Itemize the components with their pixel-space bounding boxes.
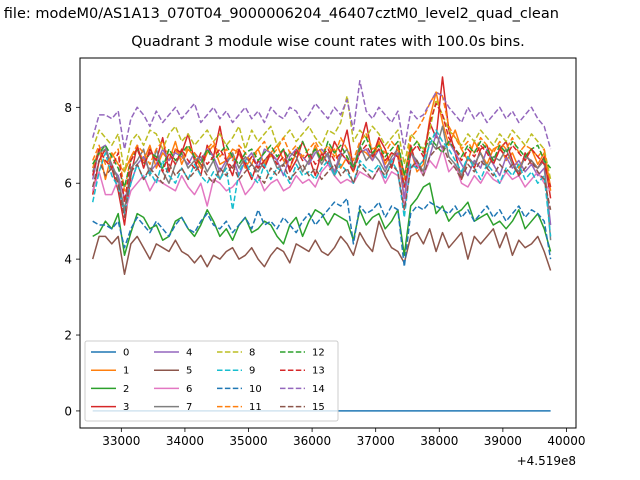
series-line-2	[92, 182, 552, 257]
series-line-14	[91, 80, 552, 150]
x-offset-label: +4.519e8	[517, 454, 576, 468]
series-layer	[91, 76, 552, 412]
series-line-8	[91, 95, 552, 180]
series-line-5	[91, 220, 552, 276]
series-line-7	[91, 125, 552, 241]
legend-label-15: 15	[312, 402, 325, 413]
legend-label-14: 14	[312, 384, 325, 395]
page-title: n file: modeM0/AS1A13_070T04_9000006204_…	[0, 6, 559, 22]
x-tick-label: 33000	[102, 434, 140, 448]
legend-label-0: 0	[123, 348, 129, 359]
y-tick-label: 4	[64, 253, 72, 267]
legend-label-2: 2	[123, 384, 129, 395]
x-tick-label: 37000	[357, 434, 395, 448]
x-tick-label: 36000	[293, 434, 331, 448]
x-tick-label: 35000	[229, 434, 267, 448]
series-line-12	[92, 136, 552, 188]
legend-label-5: 5	[186, 366, 192, 377]
series-line-15	[91, 144, 552, 219]
x-tick-label: 34000	[166, 434, 204, 448]
legend-frame	[84, 340, 339, 422]
legend-label-8: 8	[249, 348, 255, 359]
axes-layer: 33000 34000 35000 36000 37000 38000 39000 40000…	[64, 101, 585, 448]
series-line-11	[92, 91, 552, 192]
y-tick-label: 6	[64, 177, 72, 191]
legend-label-10: 10	[249, 384, 262, 395]
legend-label-7: 7	[186, 402, 192, 413]
chart-title: Quadrant 3 module wise count rates with …	[131, 34, 525, 50]
legend-label-13: 13	[312, 366, 325, 377]
plot-area	[79, 57, 577, 429]
x-tick-label: 40000	[547, 434, 585, 448]
legend-label-11: 11	[249, 402, 262, 413]
legend-label-9: 9	[249, 366, 255, 377]
legend-label-4: 4	[186, 348, 192, 359]
legend-label-3: 3	[123, 402, 129, 413]
series-line-13	[91, 102, 552, 203]
y-tick-label: 8	[64, 101, 72, 115]
series-line-4	[91, 133, 552, 226]
series-line-6	[91, 148, 552, 215]
y-tick-label: 2	[64, 329, 72, 343]
y-tick-label: 0	[64, 404, 72, 418]
series-line-10	[92, 197, 552, 268]
series-line-9	[91, 129, 552, 237]
x-tick-label: 38000	[420, 434, 458, 448]
legend-label-1: 1	[123, 366, 129, 377]
legend-label-6: 6	[186, 384, 192, 395]
x-tick-label: 39000	[484, 434, 522, 448]
legend-label-12: 12	[312, 348, 325, 359]
